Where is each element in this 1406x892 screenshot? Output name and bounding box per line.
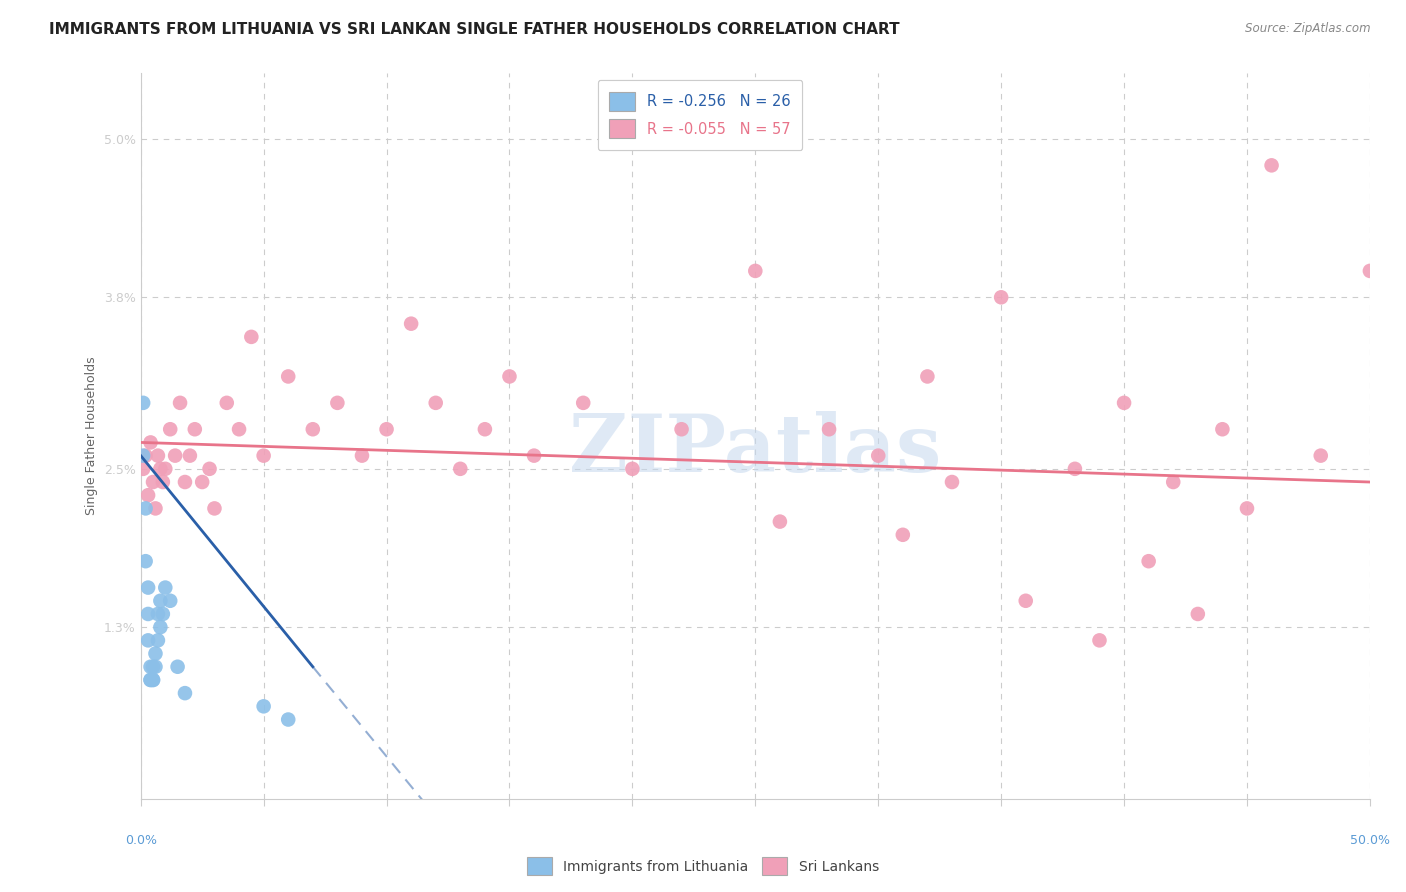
Point <box>135 554 157 568</box>
Point <box>350 449 373 463</box>
Point <box>1088 633 1111 648</box>
Point <box>155 462 177 476</box>
Point <box>149 462 172 476</box>
Point <box>135 449 157 463</box>
Point <box>671 422 693 436</box>
Point <box>277 369 299 384</box>
Point <box>165 449 187 463</box>
Point <box>1064 462 1087 476</box>
Point <box>744 264 766 278</box>
Point <box>1260 158 1282 172</box>
Point <box>769 515 792 529</box>
Point <box>139 435 162 450</box>
Point <box>174 686 197 700</box>
Point <box>136 581 159 595</box>
Point <box>146 633 169 648</box>
Point <box>149 594 172 608</box>
Point <box>1112 396 1135 410</box>
Point <box>146 449 169 463</box>
Point <box>277 713 299 727</box>
Point <box>152 475 174 489</box>
Point <box>159 422 181 436</box>
Point <box>868 449 890 463</box>
Point <box>326 396 349 410</box>
Text: ZIPatlas: ZIPatlas <box>569 411 942 490</box>
Point <box>139 659 162 673</box>
Point <box>152 607 174 621</box>
Point <box>1309 449 1331 463</box>
Point <box>135 501 157 516</box>
Point <box>621 462 644 476</box>
Text: 50.0%: 50.0% <box>1350 834 1391 847</box>
Point <box>917 369 939 384</box>
Point <box>818 422 841 436</box>
Point <box>136 607 159 621</box>
Point <box>215 396 238 410</box>
Point <box>399 317 422 331</box>
Point <box>155 581 177 595</box>
Point <box>139 673 162 687</box>
Point <box>132 449 155 463</box>
Point <box>145 501 167 516</box>
Point <box>132 396 155 410</box>
Point <box>142 673 165 687</box>
Point <box>891 528 914 542</box>
Point <box>1161 475 1184 489</box>
Point <box>228 422 250 436</box>
Point <box>253 449 276 463</box>
Point <box>572 396 595 410</box>
Point <box>941 475 963 489</box>
Point <box>179 449 201 463</box>
Text: Source: ZipAtlas.com: Source: ZipAtlas.com <box>1246 22 1371 36</box>
Point <box>142 659 165 673</box>
Point <box>990 290 1012 304</box>
Point <box>498 369 520 384</box>
Point <box>1137 554 1160 568</box>
Point <box>166 659 188 673</box>
Point <box>132 462 155 476</box>
Point <box>159 594 181 608</box>
Point <box>474 422 496 436</box>
Point <box>1358 264 1381 278</box>
Point <box>1015 594 1038 608</box>
Point <box>145 659 167 673</box>
Legend: Immigrants from Lithuania, Sri Lankans: Immigrants from Lithuania, Sri Lankans <box>522 852 884 880</box>
Point <box>1211 422 1233 436</box>
Point <box>204 501 226 516</box>
Point <box>145 647 167 661</box>
Point <box>523 449 546 463</box>
Point <box>191 475 214 489</box>
Point <box>142 475 165 489</box>
Point <box>146 607 169 621</box>
Point <box>136 633 159 648</box>
Y-axis label: Single Father Households: Single Father Households <box>86 357 98 516</box>
Point <box>449 462 471 476</box>
Text: IMMIGRANTS FROM LITHUANIA VS SRI LANKAN SINGLE FATHER HOUSEHOLDS CORRELATION CHA: IMMIGRANTS FROM LITHUANIA VS SRI LANKAN … <box>49 22 900 37</box>
Point <box>136 488 159 502</box>
Point <box>174 475 197 489</box>
Point <box>149 620 172 634</box>
Point <box>184 422 207 436</box>
Point <box>425 396 447 410</box>
Point <box>375 422 398 436</box>
Point <box>240 330 263 344</box>
Point <box>142 673 165 687</box>
Point <box>1236 501 1258 516</box>
Text: 0.0%: 0.0% <box>125 834 156 847</box>
Legend: R = -0.256   N = 26, R = -0.055   N = 57: R = -0.256 N = 26, R = -0.055 N = 57 <box>598 80 803 150</box>
Point <box>169 396 191 410</box>
Point <box>1187 607 1209 621</box>
Point <box>198 462 221 476</box>
Point <box>253 699 276 714</box>
Point <box>301 422 323 436</box>
Point <box>139 673 162 687</box>
